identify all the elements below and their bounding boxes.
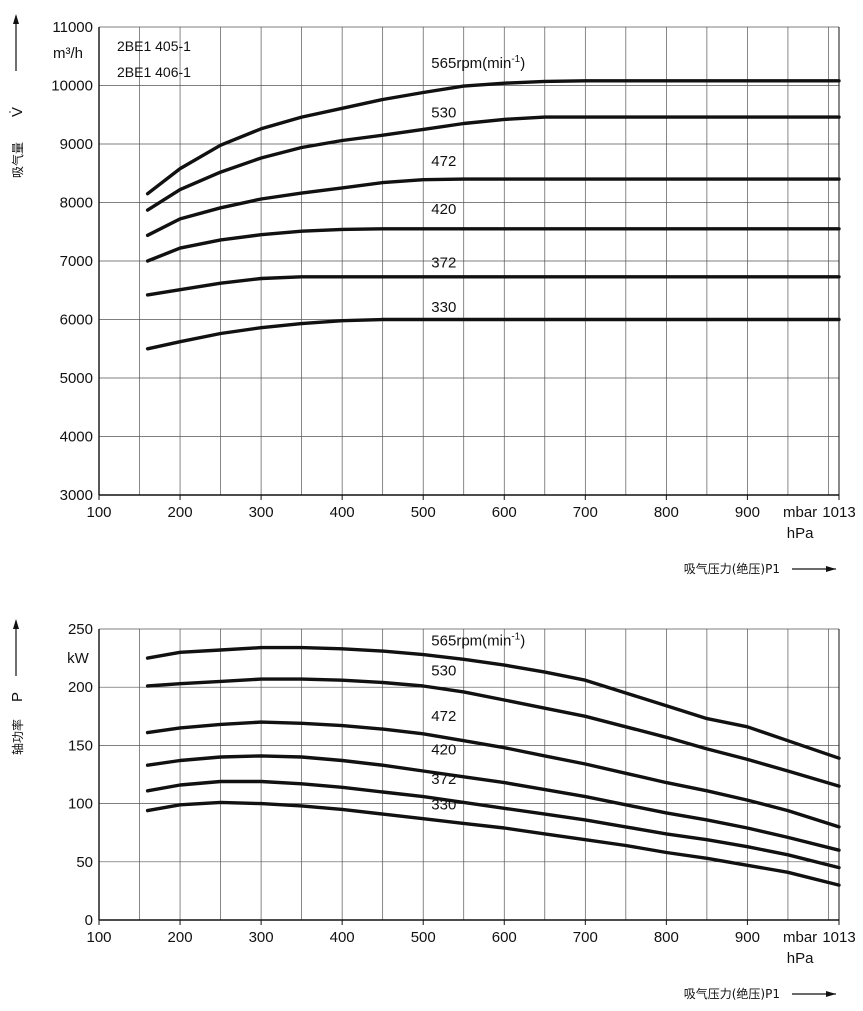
model-label: 2BE1 406-1 <box>117 64 191 80</box>
y-tick-label: 6000 <box>60 312 93 329</box>
x-tick-label: 400 <box>330 504 355 521</box>
x-tick-label: 900 <box>735 504 760 521</box>
x-axis-arrow-head <box>826 566 836 572</box>
series-line-330 <box>145 800 841 887</box>
y-tick-label: 8000 <box>60 195 93 212</box>
y-axis-symbol: V̇ <box>9 107 26 117</box>
y-axis-arrow-head <box>13 619 19 629</box>
series-line-420 <box>145 754 841 852</box>
y-tick-label: 5000 <box>60 370 93 387</box>
series-line-372 <box>145 275 841 297</box>
x-tick-label: 800 <box>654 504 679 521</box>
series-label: 530 <box>431 105 456 122</box>
y-tick-label: 250 <box>68 621 93 638</box>
x-tick-label: 100 <box>86 504 111 521</box>
series-label: 565rpm(min-1) <box>431 54 525 72</box>
x-tick-label: 200 <box>168 929 193 946</box>
x-tick-label: 1013 <box>822 929 855 946</box>
y-tick-label: 7000 <box>60 253 93 270</box>
x-unit-mbar: mbar <box>783 929 817 946</box>
x-tick-label: 600 <box>492 929 517 946</box>
model-label: 2BE1 405-1 <box>117 38 191 54</box>
x-tick-label: 100 <box>86 929 111 946</box>
x-tick-label: 700 <box>573 929 598 946</box>
y-tick-label: 100 <box>68 796 93 813</box>
intake-volume-chart: 100 200 300 400 500 600 700 800 900 1013 mbar hPa 吸气… <box>9 14 856 576</box>
y-tick-label: 0 <box>85 912 93 929</box>
y-axis-title: 吸气量 <box>10 142 25 178</box>
x-axis-arrow-head <box>826 991 836 997</box>
series-line-372 <box>145 779 841 870</box>
y-axis-unit: m³/h <box>53 45 83 62</box>
series-line-530 <box>145 677 841 788</box>
series-line-530 <box>145 115 841 212</box>
series-label: 330 <box>431 796 456 813</box>
series-label: 420 <box>431 201 456 218</box>
x-tick-label: 1013 <box>822 504 855 521</box>
y-tick-label: 11000 <box>52 19 93 36</box>
y-tick-label: 150 <box>68 737 93 754</box>
x-tick-label: 300 <box>249 929 274 946</box>
y-tick-label: 9000 <box>60 136 93 153</box>
y-axis-title: 轴功率 <box>10 719 25 755</box>
series-label: 330 <box>431 299 456 316</box>
series-label: 530 <box>431 663 456 680</box>
x-axis-title: 吸气压力(绝压)P1 <box>684 561 780 576</box>
series-label: 472 <box>431 708 456 725</box>
series-line-472 <box>145 177 841 237</box>
x-unit-hpa: hPa <box>787 950 814 967</box>
x-tick-label: 700 <box>573 504 598 521</box>
y-tick-label: 200 <box>68 679 93 696</box>
y-axis-arrow-head <box>13 14 19 24</box>
y-tick-label: 10000 <box>51 78 93 95</box>
series-label: 372 <box>431 254 456 271</box>
x-axis-title: 吸气压力(绝压)P1 <box>684 986 780 1001</box>
x-tick-label: 300 <box>249 504 274 521</box>
series-line-330 <box>145 317 841 351</box>
y-tick-label: 50 <box>76 854 93 871</box>
x-tick-label: 400 <box>330 929 355 946</box>
series-line-565rpmmin1 <box>145 645 841 760</box>
x-tick-label: 500 <box>411 504 436 521</box>
x-tick-label: 800 <box>654 929 679 946</box>
y-tick-label: 3000 <box>60 487 93 504</box>
y-tick-label: 4000 <box>60 429 93 446</box>
series-line-472 <box>145 720 841 829</box>
series-label: 372 <box>431 771 456 788</box>
x-tick-label: 900 <box>735 929 760 946</box>
series-label: 472 <box>431 153 456 170</box>
series-line-420 <box>145 227 841 263</box>
y-axis-symbol: P <box>9 692 26 702</box>
series-line-565rpmmin1 <box>145 79 841 196</box>
x-tick-label: 500 <box>411 929 436 946</box>
shaft-power-chart: 100 200 300 400 500 600 700 800 900 1013mbarhPa吸气… <box>9 619 856 1001</box>
series-label: 420 <box>431 742 456 759</box>
y-axis-unit: kW <box>67 650 90 667</box>
x-tick-label: 200 <box>168 504 193 521</box>
x-unit-mbar: mbar <box>783 504 817 521</box>
x-unit-hpa: hPa <box>787 525 814 542</box>
x-tick-label: 600 <box>492 504 517 521</box>
series-label: 565rpm(min-1) <box>431 631 525 649</box>
